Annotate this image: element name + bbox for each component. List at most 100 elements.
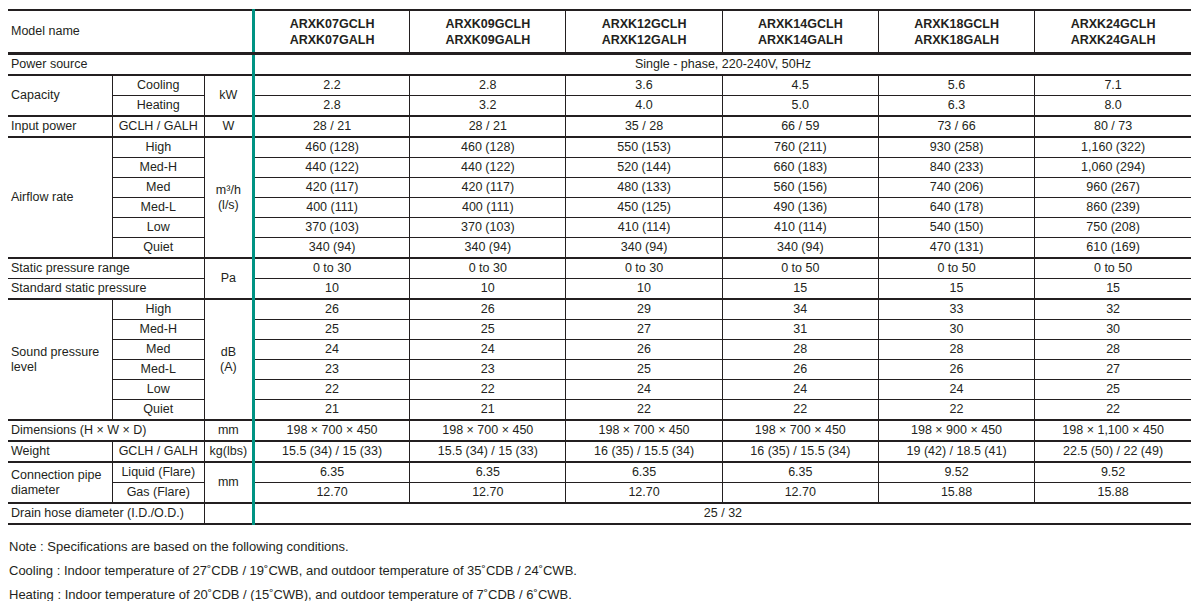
value-cell: 31 (722, 320, 878, 340)
power-source-row: Power source Single - phase, 220-240V, 5… (8, 54, 1191, 76)
unit-cell: kg(lbs) (204, 441, 253, 462)
sound-row: Med-L 23 23 25 26 26 27 (8, 360, 1191, 380)
unit-line2: (A) (208, 360, 249, 375)
value-cell: 15 (878, 279, 1034, 300)
value-cell: 340 (94) (722, 238, 878, 259)
value-cell: 0 to 30 (253, 258, 409, 279)
value-cell: 24 (878, 380, 1034, 400)
value-cell: 24 (566, 380, 722, 400)
value-cell: 12.70 (722, 483, 878, 504)
model-line2: ARXK24GALH (1038, 32, 1188, 48)
row-label: Weight (8, 441, 112, 462)
value-cell: 12.70 (410, 483, 566, 504)
value-cell: 21 (253, 400, 409, 421)
model-header: ARXK14GCLHARXK14GALH (722, 10, 878, 54)
row-label: Dimensions (H × W × D) (8, 420, 204, 441)
value-cell: 80 / 73 (1035, 116, 1191, 137)
sub-label: Med (112, 178, 204, 198)
value-cell: 33 (878, 299, 1034, 320)
value-cell: 73 / 66 (878, 116, 1034, 137)
sound-row: Quiet 21 21 22 22 22 22 (8, 400, 1191, 421)
value-cell: 340 (94) (253, 238, 409, 259)
model-header-row: Model name ARXK07GCLHARXK07GALH ARXK09GC… (8, 10, 1191, 54)
value-cell: 15 (1035, 279, 1191, 300)
value-cell: 66 / 59 (722, 116, 878, 137)
value-cell: 480 (133) (566, 178, 722, 198)
value-cell: 460 (128) (253, 137, 409, 158)
model-line2: ARXK12GALH (569, 32, 718, 48)
value-cell: Single - phase, 220-240V, 50Hz (253, 54, 1191, 76)
sub-label: Heating (112, 96, 204, 117)
value-cell: 29 (566, 299, 722, 320)
value-cell: 420 (117) (410, 178, 566, 198)
value-cell: 410 (114) (566, 218, 722, 238)
unit-cell: mm (204, 462, 253, 503)
airflow-row: Low 370 (103) 370 (103) 410 (114) 410 (1… (8, 218, 1191, 238)
value-cell: 490 (136) (722, 198, 878, 218)
footnotes: Note : Specifications are based on the f… (8, 540, 1191, 601)
value-cell: 6.35 (566, 462, 722, 483)
value-cell: 23 (410, 360, 566, 380)
sub-label: High (112, 137, 204, 158)
value-cell: 750 (208) (1035, 218, 1191, 238)
sub-label: Med-L (112, 360, 204, 380)
value-cell: 440 (122) (410, 158, 566, 178)
value-cell: 34 (722, 299, 878, 320)
row-label: Sound pressure level (8, 299, 112, 420)
value-cell: 3.2 (410, 96, 566, 117)
value-cell: 7.1 (1035, 75, 1191, 96)
unit-cell: kW (204, 75, 253, 116)
value-cell: 10 (253, 279, 409, 300)
value-cell: 22 (253, 380, 409, 400)
sub-label: High (112, 299, 204, 320)
value-cell: 960 (267) (1035, 178, 1191, 198)
value-cell: 6.35 (722, 462, 878, 483)
value-cell: 198 × 700 × 450 (253, 420, 409, 441)
model-line2: ARXK07GALH (258, 32, 406, 48)
model-header: ARXK12GCLHARXK12GALH (566, 10, 722, 54)
value-cell: 10 (410, 279, 566, 300)
value-cell: 4.0 (566, 96, 722, 117)
input-power-row: Input power GCLH / GALH W 28 / 21 28 / 2… (8, 116, 1191, 137)
value-cell: 22.5 (50) / 22 (49) (1035, 441, 1191, 462)
sound-row: Med-H 25 25 27 31 30 30 (8, 320, 1191, 340)
value-cell: 470 (131) (878, 238, 1034, 259)
drain-hose-row: Drain hose diameter (I.D./O.D.) 25 / 32 (8, 503, 1191, 524)
value-cell: 550 (153) (566, 137, 722, 158)
model-header: ARXK09GCLHARXK09GALH (410, 10, 566, 54)
value-cell: 25 (566, 360, 722, 380)
row-label: Static pressure range (8, 258, 204, 279)
value-cell: 660 (183) (722, 158, 878, 178)
value-cell: 410 (114) (722, 218, 878, 238)
airflow-row: Quiet 340 (94) 340 (94) 340 (94) 340 (94… (8, 238, 1191, 259)
model-line1: ARXK12GCLH (569, 16, 718, 32)
capacity-heating-row: Heating 2.8 3.2 4.0 5.0 6.3 8.0 (8, 96, 1191, 117)
spec-table: Model name ARXK07GCLHARXK07GALH ARXK09GC… (8, 9, 1191, 525)
unit-line1: dB (208, 345, 249, 360)
value-cell: 10 (566, 279, 722, 300)
value-cell: 370 (103) (253, 218, 409, 238)
value-cell: 930 (258) (878, 137, 1034, 158)
model-line1: ARXK09GCLH (413, 16, 562, 32)
value-cell: 26 (878, 360, 1034, 380)
row-label: Input power (8, 116, 112, 137)
value-cell: 35 / 28 (566, 116, 722, 137)
row-label: Standard static pressure (8, 279, 204, 300)
value-cell: 400 (111) (410, 198, 566, 218)
row-label: Capacity (8, 75, 112, 116)
value-cell: 22 (722, 400, 878, 421)
note-line: Cooling : Indoor temperature of 27˚CDB /… (9, 564, 1191, 578)
value-cell: 340 (94) (410, 238, 566, 259)
value-cell: 6.3 (878, 96, 1034, 117)
value-cell: 22 (410, 380, 566, 400)
unit-line1: m³/h (208, 183, 249, 198)
value-cell: 22 (1035, 400, 1191, 421)
sound-row: Low 22 22 24 24 24 25 (8, 380, 1191, 400)
model-line1: ARXK18GCLH (882, 16, 1031, 32)
note-line: Note : Specifications are based on the f… (9, 540, 1191, 554)
airflow-row: Airflow rate High m³/h(l/s) 460 (128) 46… (8, 137, 1191, 158)
sub-label: Low (112, 380, 204, 400)
row-label: Drain hose diameter (I.D./O.D.) (8, 503, 204, 524)
sub-label: GCLH / GALH (112, 441, 204, 462)
sub-label: Quiet (112, 400, 204, 421)
